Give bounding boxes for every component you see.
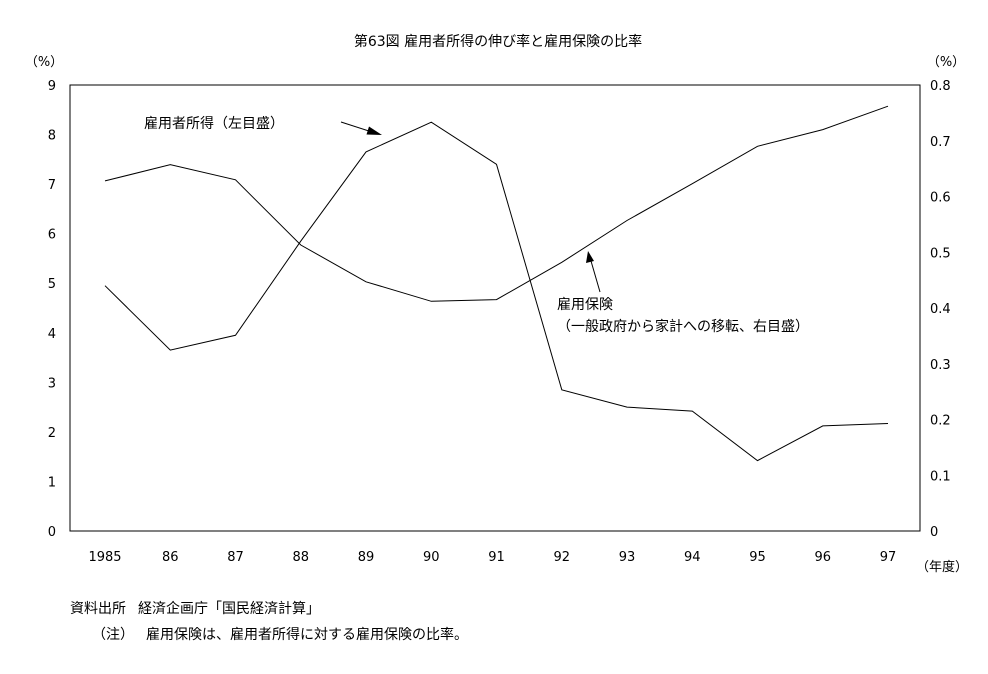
x-axis-label: （年度）: [916, 559, 968, 575]
x-tick-label: 87: [227, 550, 244, 565]
x-tick-label: 88: [292, 550, 309, 565]
note-text: 雇用保険は、雇用者所得に対する雇用保険の比率。: [146, 627, 468, 643]
chart: 第63図 雇用者所得の伸び率と雇用保険の比率 （%） （%） 0 1 2 3 4 5 6 7 8…: [25, 33, 968, 575]
x-tick-label: 94: [684, 550, 701, 565]
note-row: （注） 雇用保険は、雇用者所得に対する雇用保険の比率。: [70, 622, 468, 648]
left-tick-label: 5: [48, 277, 56, 292]
left-tick-label: 1: [48, 475, 56, 490]
left-tick-label: 2: [48, 426, 56, 441]
x-tick-label: 95: [749, 550, 766, 565]
series-label-income: 雇用者所得（左目盛）: [144, 115, 284, 132]
left-tick-label: 6: [48, 228, 56, 243]
x-tick-label: 1985: [88, 550, 121, 565]
x-tick-label: 97: [880, 550, 897, 565]
right-tick-label: 0.1: [930, 469, 951, 484]
footnotes: 資料出所 経済企画庁「国民経済計算」 （注） 雇用保険は、雇用者所得に対する雇用保険…: [70, 596, 468, 648]
right-tick-label: 0.3: [930, 358, 951, 373]
note-label: （注）: [92, 627, 134, 643]
x-tick-label: 90: [423, 550, 440, 565]
arrow-income: [340, 121, 382, 135]
source-text: 経済企画庁「国民経済計算」: [138, 601, 320, 617]
chart-title: 第63図 雇用者所得の伸び率と雇用保険の比率: [354, 33, 642, 50]
right-tick-label: 0.8: [930, 79, 951, 94]
x-axis-ticks: 1985 86 87 88 89 90 91 92 93 94 95 96 97: [88, 550, 896, 565]
source-label: 資料出所: [70, 601, 126, 617]
left-tick-label: 4: [48, 327, 56, 342]
left-tick-label: 3: [48, 376, 56, 391]
right-axis-ticks: 0 0.1 0.2 0.3 0.4 0.5 0.6 0.7 0.8: [930, 79, 951, 540]
right-tick-label: 0.2: [930, 414, 951, 429]
right-tick-label: 0.7: [930, 135, 951, 150]
right-tick-label: 0.5: [930, 246, 951, 261]
right-tick-label: 0: [930, 525, 938, 540]
x-tick-label: 96: [814, 550, 831, 565]
left-tick-label: 0: [48, 525, 56, 540]
left-tick-label: 9: [48, 79, 56, 94]
arrow-insurance: [586, 251, 601, 293]
x-tick-label: 86: [162, 550, 179, 565]
left-tick-label: 8: [48, 129, 56, 144]
right-tick-label: 0.4: [930, 302, 951, 317]
plot-frame: [69, 84, 921, 532]
right-axis-unit: （%）: [927, 55, 965, 70]
left-tick-label: 7: [48, 178, 56, 193]
left-axis-unit: （%）: [25, 55, 63, 70]
x-tick-label: 93: [619, 550, 636, 565]
series-label-insurance-line1: 雇用保険: [557, 296, 613, 313]
x-tick-label: 89: [358, 550, 375, 565]
series-label-insurance-line2: （一般政府から家計への移転、右目盛）: [557, 318, 809, 335]
x-tick-label: 91: [488, 550, 505, 565]
x-tick-label: 92: [553, 550, 570, 565]
left-axis-ticks: 0 1 2 3 4 5 6 7 8 9: [48, 79, 56, 540]
source-row: 資料出所 経済企画庁「国民経済計算」: [70, 596, 468, 622]
right-tick-label: 0.6: [930, 191, 951, 206]
series-line-insurance: [104, 105, 889, 302]
series-layer: [104, 105, 889, 462]
series-line-income: [104, 121, 889, 462]
